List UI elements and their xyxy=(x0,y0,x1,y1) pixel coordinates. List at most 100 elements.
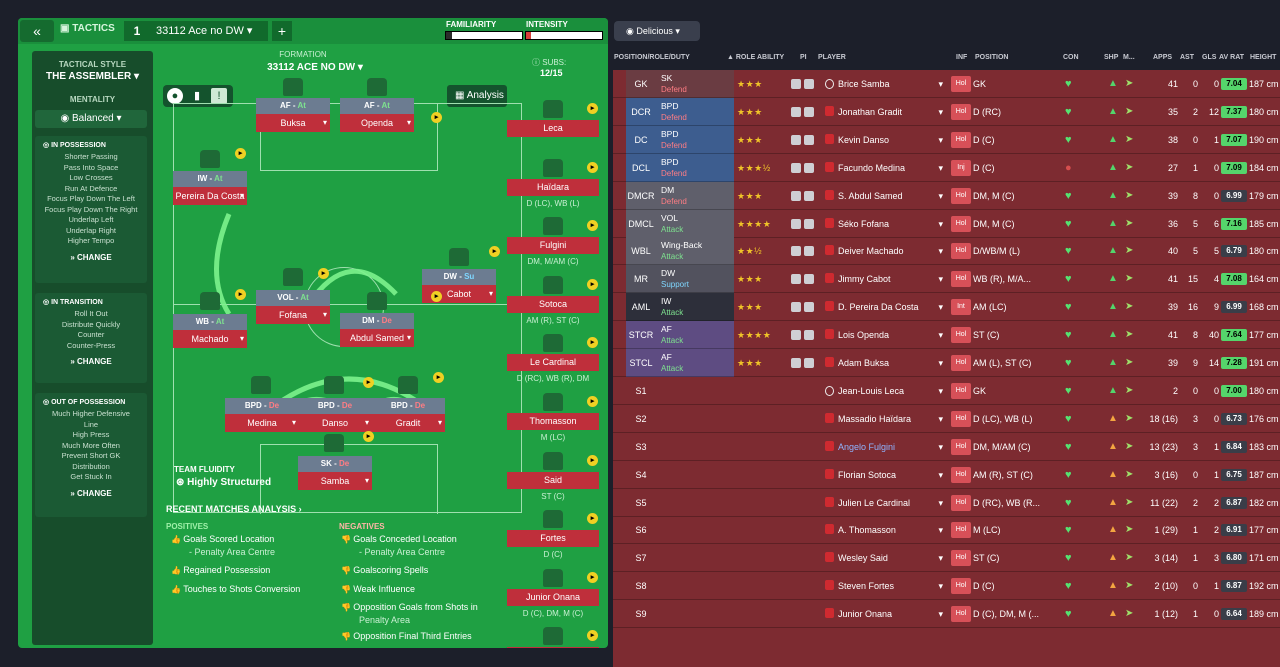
player-role[interactable]: BPD - De xyxy=(298,398,372,414)
familiarity-bar[interactable] xyxy=(445,31,523,40)
sub-player[interactable]: ▸ Frankowski xyxy=(507,627,599,648)
player-name[interactable]: Julien Le Cardinal xyxy=(838,497,911,508)
sub-name[interactable]: Sotoca xyxy=(507,295,599,313)
player-cell[interactable]: Jean-Louis Leca ▾ xyxy=(825,377,943,405)
player-name[interactable]: Massadio Haïdara xyxy=(838,413,912,424)
player-role[interactable]: DM - De xyxy=(340,313,414,329)
player-cell[interactable]: Angelo Fulgini ▾ xyxy=(825,433,943,461)
squad-row[interactable]: MR DW Support ★★★ Jimmy Cabot ▾ Hol WB (R), M/A… xyxy=(613,265,1280,295)
col-gls[interactable]: GLS xyxy=(1202,54,1217,61)
squad-row[interactable]: S7 Wesley Said ▾ Hol ST (C) ♥ ▲ ➤ 3 (14) 1 3 6.80 17… xyxy=(613,544,1280,573)
player-instructions-icon[interactable] xyxy=(791,293,821,323)
player-cell[interactable]: Deiver Machado ▾ xyxy=(825,237,943,265)
squad-row[interactable]: S2 Massadio Haïdara ▾ Hol D (LC), WB (L) ♥ ▲ ➤ 1… xyxy=(613,405,1280,433)
player-cell[interactable]: Kevin Danso ▾ xyxy=(825,126,943,154)
col-inf[interactable]: INF xyxy=(956,54,968,61)
player-name[interactable]: Pereira Da Costa xyxy=(173,187,247,205)
sub-player[interactable]: ▸ Said ST (C) xyxy=(507,451,599,512)
out-of-possession-change-button[interactable]: » CHANGE xyxy=(35,489,147,498)
player-role[interactable]: SK - De xyxy=(298,456,372,472)
player-instructions-icon[interactable] xyxy=(791,182,821,212)
sub-player[interactable]: ▸ Sotoca AM (R), ST (C) xyxy=(507,275,599,336)
back-button[interactable]: « xyxy=(20,20,54,42)
role-duty-cell[interactable]: VOL Attack xyxy=(656,210,734,238)
role-duty-cell[interactable]: AF Attack xyxy=(656,321,734,349)
player-name[interactable]: Openda xyxy=(340,114,414,132)
player-cell[interactable]: Séko Fofana ▾ xyxy=(825,210,943,238)
squad-row[interactable]: S8 Steven Fortes ▾ Hol D (C) ♥ ▲ ➤ 2 (10) 0 1 6.87 1… xyxy=(613,572,1280,601)
role-duty-cell[interactable]: BPD Defend xyxy=(656,126,734,154)
pitch-player-card[interactable]: BPD - De Medina xyxy=(225,398,299,433)
chevron-down-icon[interactable]: ▾ xyxy=(938,302,943,313)
view-dropdown[interactable]: ◉ Delicious ▾ xyxy=(614,21,700,41)
role-duty-cell[interactable]: BPD Defend xyxy=(656,98,734,126)
col-role-ability[interactable]: ▲ ROLE ABILITY xyxy=(727,54,785,61)
sub-player[interactable]: ▸ Thomasson M (LC) xyxy=(507,393,599,453)
pitch-player-card[interactable]: DM - De Abdul Samed xyxy=(340,313,414,348)
player-name[interactable]: Danso xyxy=(298,414,372,432)
player-name[interactable]: Florian Sotoca xyxy=(838,469,897,480)
intensity-bar[interactable] xyxy=(525,31,603,40)
sub-name[interactable]: Fortes xyxy=(507,530,599,548)
col-shp[interactable]: SHP xyxy=(1104,54,1119,61)
sub-player[interactable]: ▸ Leca xyxy=(507,100,599,160)
player-role[interactable]: BPD - De xyxy=(371,398,445,414)
player-name[interactable]: Facundo Medina xyxy=(838,162,906,173)
player-instructions-icon[interactable] xyxy=(791,321,821,351)
player-instructions-icon[interactable] xyxy=(791,265,821,295)
sub-player[interactable]: ▸ Junior Onana D (C), DM, M (C) xyxy=(507,568,599,629)
formation-name-dropdown[interactable]: 33112 ACE NO DW ▾ xyxy=(240,62,390,73)
add-tactic-button[interactable]: + xyxy=(272,21,292,41)
player-cell[interactable]: Julien Le Cardinal ▾ xyxy=(825,489,943,517)
player-cell[interactable]: Jonathan Gradit ▾ xyxy=(825,98,943,126)
player-cell[interactable]: Massadio Haïdara ▾ xyxy=(825,405,943,433)
chevron-down-icon[interactable]: ▾ xyxy=(938,190,943,201)
sub-name[interactable]: Leca xyxy=(507,120,599,137)
pitch-player-card[interactable]: BPD - De Gradit xyxy=(371,398,445,433)
sub-name[interactable]: Said xyxy=(507,471,599,489)
pitch-player-card[interactable]: AF - At Openda xyxy=(340,98,414,133)
tactical-style-name[interactable]: THE ASSEMBLER ▾ xyxy=(32,71,153,82)
player-cell[interactable]: Wesley Said ▾ xyxy=(825,544,943,572)
player-cell[interactable]: Adam Buksa ▾ xyxy=(825,349,943,377)
player-cell[interactable]: S. Abdul Samed ▾ xyxy=(825,182,943,210)
squad-row[interactable]: DCR BPD Defend ★★★ Jonathan Gradit ▾ Hol D (RC)… xyxy=(613,97,1280,126)
player-name[interactable]: Jean-Louis Leca xyxy=(838,385,905,396)
player-name[interactable]: Angelo Fulgini xyxy=(838,441,896,452)
squad-row[interactable]: S3 Angelo Fulgini ▾ Hol DM, M/AM (C) ♥ ▲ ➤ 13 (2… xyxy=(613,433,1280,461)
squad-row[interactable]: STCL AF Attack ★★★ Adam Buksa ▾ Hol AM (L), ST … xyxy=(613,349,1280,377)
squad-row[interactable]: DCL BPD Defend ★★★½ Facundo Medina ▾ Inj D (C) ●… xyxy=(613,153,1280,182)
col-pi[interactable]: PI xyxy=(800,54,807,61)
chevron-down-icon[interactable]: ▾ xyxy=(938,553,943,564)
squad-row[interactable]: S4 Florian Sotoca ▾ Hol AM (R), ST (C) ♥ ▲ ➤ 3 (… xyxy=(613,461,1280,489)
player-cell[interactable]: A. Thomasson ▾ xyxy=(825,516,943,544)
col-av-rat[interactable]: AV RAT xyxy=(1219,54,1245,61)
chevron-down-icon[interactable]: ▾ xyxy=(938,413,943,424)
sub-name[interactable]: Frankowski xyxy=(507,647,599,648)
player-instructions-icon[interactable] xyxy=(791,70,821,100)
squad-row[interactable]: GK SK Defend ★★★ Brice Samba ▾ Hol GK ♥ ▲ ➤ 41 0 0 7.0… xyxy=(613,70,1280,98)
role-duty-cell[interactable]: IW Attack xyxy=(656,293,734,321)
tactic-name-dropdown[interactable]: 33112 Ace no DW ▾ xyxy=(150,21,268,41)
player-name[interactable]: Fofana xyxy=(256,306,330,324)
player-view-icon[interactable]: ● xyxy=(167,88,183,104)
squad-row[interactable]: STCR AF Attack ★★★★ Lois Openda ▾ Hol ST (C) ♥ ▲ ➤… xyxy=(613,321,1280,351)
sub-name[interactable]: Fulgini xyxy=(507,237,599,255)
chevron-down-icon[interactable]: ▾ xyxy=(938,330,943,341)
player-name[interactable]: Brice Samba xyxy=(838,79,890,89)
sub-player[interactable]: ▸ Fortes D (C) xyxy=(507,510,599,570)
col-con[interactable]: CON xyxy=(1063,54,1079,61)
player-name[interactable]: Kevin Danso xyxy=(838,134,890,145)
bar-chart-icon[interactable]: ▮ xyxy=(193,90,201,102)
pitch-player-card[interactable]: AF - At Buksa xyxy=(256,98,330,133)
sub-player[interactable]: ▸ Haïdara D (LC), WB (L) xyxy=(507,158,599,219)
recent-matches-analysis-link[interactable]: RECENT MATCHES ANALYSIS › xyxy=(166,504,302,514)
player-cell[interactable]: Florian Sotoca ▾ xyxy=(825,461,943,489)
player-cell[interactable]: Brice Samba ▾ xyxy=(825,70,943,98)
squad-row[interactable]: DMCR DM Defend ★★★ S. Abdul Samed ▾ Hol DM, M (… xyxy=(613,181,1280,212)
player-name[interactable]: A. Thomasson xyxy=(838,525,896,536)
player-instructions-icon[interactable] xyxy=(791,126,821,156)
player-role[interactable]: IW - At xyxy=(173,171,247,187)
player-name[interactable]: Lois Openda xyxy=(838,330,890,341)
player-cell[interactable]: Steven Fortes ▾ xyxy=(825,572,943,600)
